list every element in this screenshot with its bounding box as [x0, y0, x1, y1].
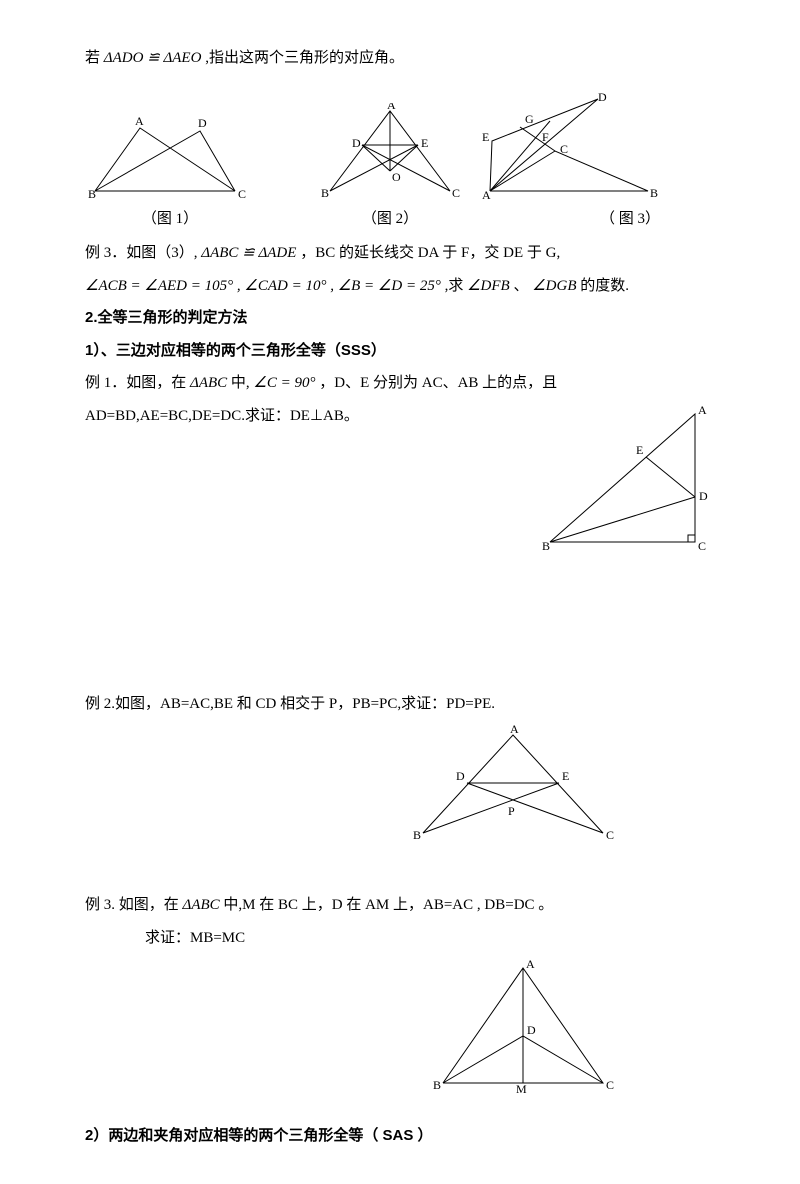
sss-ex2-line: 例 2.如图，AB=AC,BE 和 CD 相交于 P，PB=PC,求证：PD=P…: [85, 690, 720, 719]
fig2-label-O: O: [392, 170, 401, 184]
fig3-svg: A B C D E F G: [470, 93, 660, 203]
line-top-suffix: ,指出这两个三角形的对应角。: [205, 50, 404, 66]
fig-sss3-D: D: [527, 1023, 536, 1037]
fig2-label-C: C: [452, 186, 460, 200]
fig-sss2-E: E: [562, 769, 569, 783]
fig1-label-C: C: [238, 187, 246, 201]
section-2-title: 2.全等三角形的判定方法: [85, 304, 720, 333]
line-top: 若 ΔADO ≌ ΔAEO ,指出这两个三角形的对应角。: [85, 44, 720, 73]
fig1-label-D: D: [198, 116, 207, 130]
fig-sss2-D: D: [456, 769, 465, 783]
ex3-l2-tail: 的度数.: [580, 278, 629, 294]
fig1-svg: A B C D: [85, 113, 255, 203]
fig2-label-E: E: [421, 136, 428, 150]
sss-ex1-a-after: ，D、E 分别为 AC、AB 上的点，且: [319, 375, 557, 391]
fig3-label-C: C: [560, 142, 568, 156]
fig1-label-B: B: [88, 187, 96, 201]
fig2-svg: A B C D E O: [315, 103, 465, 203]
fig-sss1-D: D: [699, 489, 708, 503]
fig-sss2-C: C: [606, 828, 614, 842]
fig3-label-F: F: [542, 130, 549, 144]
fig2-label-A: A: [387, 103, 396, 112]
fig-sss3-C: C: [606, 1078, 614, 1092]
fig3-label-A: A: [482, 188, 491, 202]
ex3-line2: ∠ACB = ∠AED = 105° , ∠CAD = 10° , ∠B = ∠…: [85, 272, 720, 301]
figure-2: A B C D E O: [315, 103, 465, 203]
line-top-prefix: 若: [85, 50, 100, 66]
fig-sss2-P: P: [508, 804, 515, 818]
caption-fig2: （图 2）: [315, 205, 465, 234]
ex3-l2-expr: ∠ACB = ∠AED = 105° , ∠CAD = 10° , ∠B = ∠…: [85, 278, 441, 294]
caption-row-1: （图 1） （图 2） （ 图 3）: [85, 205, 720, 234]
fig-sss3-wrap: A B C D M: [85, 958, 720, 1104]
sss-ex1-row: A B C D E AD=BD,AE=BC,DE=DC.求证：DE⊥AB。: [85, 402, 720, 663]
figure-1: A B C D: [85, 113, 255, 203]
fig-sss2-svg: A B C D E P: [408, 725, 618, 845]
fig3-label-D: D: [598, 93, 607, 104]
fig2-label-B: B: [321, 186, 329, 200]
fig-sss2-B: B: [413, 828, 421, 842]
fig-sss2-wrap: A B C D E P: [85, 725, 720, 856]
fig-sss3-M: M: [516, 1082, 527, 1093]
fig-sss1-C: C: [698, 539, 706, 552]
ex3-l2-expr2: ∠DFB: [467, 278, 510, 294]
fig-sss3-A: A: [526, 958, 535, 971]
sss-ex3-a-expr: ΔABC: [183, 897, 220, 913]
ex3-l1-mid: ，BC 的延长线交 DA 于 F，交 DE 于 G,: [300, 245, 560, 261]
sss-title: 1）、三边对应相等的两个三角形全等（SSS）: [85, 337, 720, 366]
fig-sss1-E: E: [636, 443, 643, 457]
sss-ex1-a-expr2: ∠C = 90°: [253, 375, 315, 391]
sss-ex3-a-prefix: 例 3. 如图，在: [85, 897, 179, 913]
sss-ex3-line-b: 求证：MB=MC: [85, 924, 720, 953]
ex3-l2-after: ,求: [445, 278, 468, 294]
sss-ex3-a-after: 中,M 在 BC 上，D 在 AM 上，AB=AC , DB=DC 。: [223, 897, 553, 913]
figure-3: A B C D E F G: [470, 93, 660, 203]
fig2-label-D: D: [352, 136, 361, 150]
figure-row-1: A B C D A B C D E O: [85, 93, 720, 203]
fig-sss1-B: B: [542, 539, 550, 552]
ex3-l1-prefix: 例 3．如图（3）,: [85, 245, 201, 261]
sss-ex3-line-a: 例 3. 如图，在 ΔABC 中,M 在 BC 上，D 在 AM 上，AB=AC…: [85, 891, 720, 920]
fig3-label-E: E: [482, 130, 489, 144]
sss-ex1-a-mid: 中,: [231, 375, 254, 391]
caption-fig3: （ 图 3）: [470, 205, 660, 234]
caption-fig1: （图 1）: [85, 205, 255, 234]
fig-sss1-svg: A B C D E: [540, 402, 720, 552]
fig1-label-A: A: [135, 114, 144, 128]
fig-sss3-svg: A B C D M: [428, 958, 618, 1093]
fig-sss3-B: B: [433, 1078, 441, 1092]
fig3-label-G: G: [525, 112, 534, 126]
sss-ex1-a-prefix: 例 1．如图，在: [85, 375, 186, 391]
ex3-l1-expr: ΔABC ≌ ΔADE: [201, 245, 296, 261]
ex3-l2-expr3: ∠DGB: [532, 278, 576, 294]
ex3-line1: 例 3．如图（3）, ΔABC ≌ ΔADE ，BC 的延长线交 DA 于 F，…: [85, 239, 720, 268]
fig-sss1-A: A: [698, 403, 707, 417]
fig-sss2-A: A: [510, 725, 519, 736]
sss-ex1-a-expr: ΔABC: [190, 375, 227, 391]
fig-sss1: A B C D E: [540, 402, 720, 563]
sss-ex1-line-a: 例 1．如图，在 ΔABC 中, ∠C = 90° ，D、E 分别为 AC、AB…: [85, 369, 720, 398]
line-top-expr: ΔADO ≌ ΔAEO: [104, 50, 202, 66]
sas-title: 2）两边和夹角对应相等的两个三角形全等（ SAS ）: [85, 1122, 720, 1151]
ex3-l2-sep: 、: [513, 278, 528, 294]
fig3-label-B: B: [650, 186, 658, 200]
